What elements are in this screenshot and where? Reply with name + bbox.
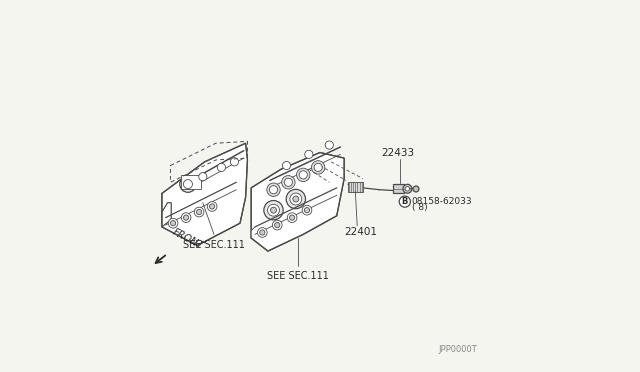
Polygon shape <box>251 227 255 238</box>
Circle shape <box>275 222 280 228</box>
Circle shape <box>257 228 267 237</box>
Circle shape <box>267 183 280 196</box>
Circle shape <box>314 163 322 171</box>
Circle shape <box>287 213 297 222</box>
Circle shape <box>312 161 325 174</box>
Text: B: B <box>402 197 408 206</box>
Text: SEE SEC.111: SEE SEC.111 <box>267 271 328 281</box>
Circle shape <box>305 208 310 213</box>
Circle shape <box>209 204 215 209</box>
Circle shape <box>268 204 280 216</box>
Circle shape <box>230 158 239 166</box>
Circle shape <box>207 202 217 211</box>
Circle shape <box>264 201 283 220</box>
Circle shape <box>286 189 305 209</box>
Circle shape <box>168 218 178 228</box>
Text: JPP0000T: JPP0000T <box>438 345 477 354</box>
Polygon shape <box>251 153 344 251</box>
Circle shape <box>405 186 410 191</box>
Polygon shape <box>162 203 172 227</box>
Circle shape <box>269 186 278 194</box>
Text: FRONT: FRONT <box>170 227 205 251</box>
Circle shape <box>305 150 313 158</box>
Circle shape <box>195 207 204 217</box>
Circle shape <box>289 215 294 220</box>
Text: 08158-62033: 08158-62033 <box>411 197 472 206</box>
Circle shape <box>170 221 175 226</box>
Circle shape <box>290 193 302 205</box>
Circle shape <box>184 215 189 220</box>
Circle shape <box>260 230 265 235</box>
Bar <box>392 184 404 193</box>
Circle shape <box>218 163 225 171</box>
Circle shape <box>325 141 333 149</box>
Circle shape <box>302 205 312 215</box>
Circle shape <box>184 180 193 189</box>
Circle shape <box>282 176 295 189</box>
Circle shape <box>273 220 282 230</box>
Circle shape <box>284 178 292 186</box>
Text: 22401: 22401 <box>344 227 378 237</box>
Circle shape <box>413 186 419 192</box>
Circle shape <box>299 171 307 179</box>
Circle shape <box>199 173 207 181</box>
Circle shape <box>296 168 310 182</box>
Circle shape <box>181 213 191 222</box>
Polygon shape <box>162 143 248 246</box>
Circle shape <box>399 196 410 207</box>
Circle shape <box>293 196 299 202</box>
Text: 22433: 22433 <box>381 148 415 158</box>
Circle shape <box>196 209 202 215</box>
Bar <box>180 175 201 189</box>
Text: SEE SEC.111: SEE SEC.111 <box>183 240 245 250</box>
Circle shape <box>271 207 276 213</box>
Circle shape <box>282 161 291 170</box>
Circle shape <box>180 176 196 192</box>
Bar <box>348 182 363 192</box>
Text: ( 8): ( 8) <box>412 203 428 212</box>
Circle shape <box>403 185 412 193</box>
